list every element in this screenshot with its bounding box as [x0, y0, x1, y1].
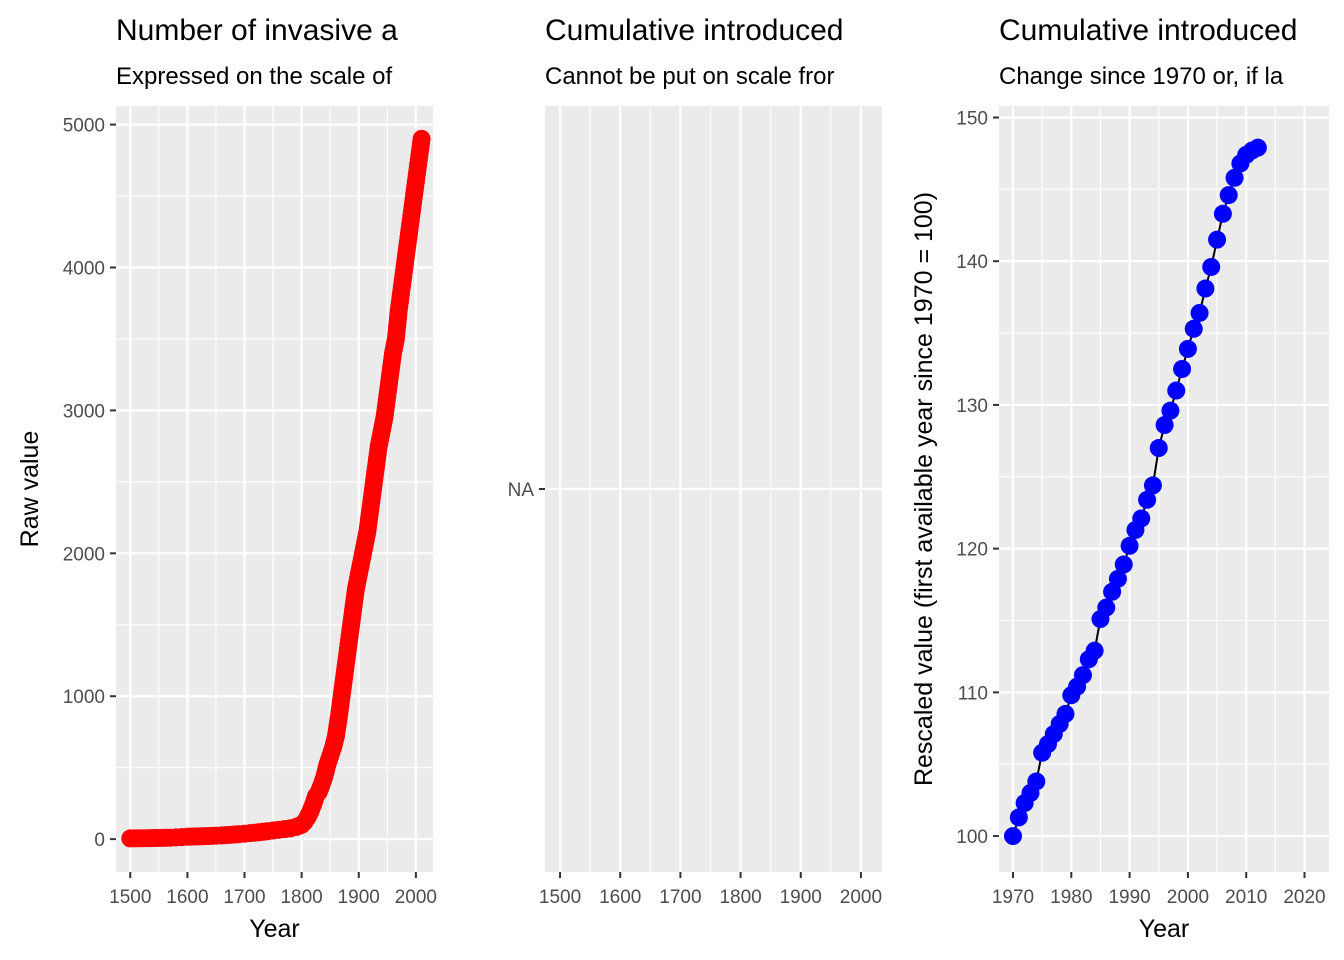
data-point — [1178, 339, 1197, 358]
x-tick-label: 1900 — [338, 887, 380, 908]
data-point — [1173, 359, 1192, 378]
x-tick-label: 1800 — [719, 887, 761, 908]
data-point — [1003, 827, 1022, 846]
x-tick-label: 1800 — [280, 887, 322, 908]
x-tick-label: 1700 — [659, 887, 701, 908]
x-tick-label: 1600 — [166, 887, 208, 908]
data-point — [1248, 138, 1267, 157]
y-tick-label: 100 — [956, 827, 988, 848]
plot-background — [116, 106, 433, 872]
data-point — [1219, 186, 1238, 205]
data-point — [1027, 772, 1046, 791]
x-tick-label: 1500 — [539, 887, 581, 908]
data-point — [1108, 569, 1127, 588]
data-point — [1208, 230, 1227, 249]
chart-title: Number of invasive a — [116, 14, 398, 47]
data-point — [1213, 204, 1232, 223]
data-point — [1132, 509, 1151, 528]
data-point — [1149, 439, 1168, 458]
y-tick-label: 130 — [956, 396, 988, 417]
y-tick-label: 4000 — [63, 258, 105, 279]
data-point — [1167, 381, 1186, 400]
data-point — [1120, 536, 1139, 555]
x-axis-label: Year — [1139, 915, 1190, 943]
y-axis-label: Raw value — [16, 431, 44, 548]
x-tick-label: 1600 — [599, 887, 641, 908]
chart-subtitle: Expressed on the scale of — [116, 63, 392, 90]
data-point — [1161, 401, 1180, 420]
x-tick-label: 2010 — [1225, 887, 1267, 908]
data-point — [1184, 319, 1203, 338]
data-point — [1114, 555, 1133, 574]
data-point — [1073, 666, 1092, 685]
data-point — [1190, 303, 1209, 322]
data-point — [1009, 808, 1028, 827]
chart-subtitle: Change since 1970 or, if la — [999, 63, 1284, 90]
y-tick-label: 3000 — [63, 401, 105, 422]
panel-raw-value: Number of invasive a Expressed on the sca… — [16, 14, 437, 943]
x-tick-label: 1900 — [780, 887, 822, 908]
data-point — [1097, 598, 1116, 617]
data-point — [1085, 641, 1104, 660]
data-point — [1138, 490, 1157, 509]
chart-title: Cumulative introduced — [545, 14, 844, 47]
data-point — [1196, 279, 1215, 298]
x-tick-label: 1700 — [223, 887, 265, 908]
y-tick-label: NA — [508, 480, 535, 501]
data-point — [1225, 168, 1244, 187]
x-axis-label: Year — [249, 915, 300, 943]
data-point — [412, 129, 431, 148]
y-axis-label: Rescaled value (first available year sin… — [910, 192, 938, 786]
x-tick-label: 2000 — [840, 887, 882, 908]
y-tick-label: 1000 — [63, 687, 105, 708]
chart-subtitle: Cannot be put on scale fror — [545, 63, 835, 90]
x-tick-label: 1980 — [1050, 887, 1092, 908]
x-tick-label: 1970 — [992, 887, 1034, 908]
y-tick-label: 0 — [94, 830, 105, 851]
panel-rescaled-value: Cumulative introduced Change since 1970 o… — [910, 14, 1329, 943]
y-tick-label: 5000 — [63, 116, 105, 137]
x-tick-label: 2000 — [1167, 887, 1209, 908]
data-point — [1155, 416, 1174, 435]
x-tick-label: 2000 — [395, 887, 437, 908]
data-point — [1202, 257, 1221, 276]
x-tick-label: 1500 — [109, 887, 151, 908]
y-tick-label: 120 — [956, 540, 988, 561]
data-point — [1143, 476, 1162, 495]
y-tick-label: 110 — [958, 683, 988, 704]
y-tick-label: 2000 — [63, 544, 105, 565]
panel-na: Cumulative introduced Cannot be put on sc… — [508, 14, 882, 908]
x-tick-label: 1990 — [1108, 887, 1150, 908]
chart-title: Cumulative introduced — [999, 14, 1298, 47]
x-tick-label: 2020 — [1283, 887, 1325, 908]
data-point — [1056, 704, 1075, 723]
y-tick-label: 140 — [956, 252, 988, 273]
y-tick-label: 150 — [956, 108, 988, 129]
